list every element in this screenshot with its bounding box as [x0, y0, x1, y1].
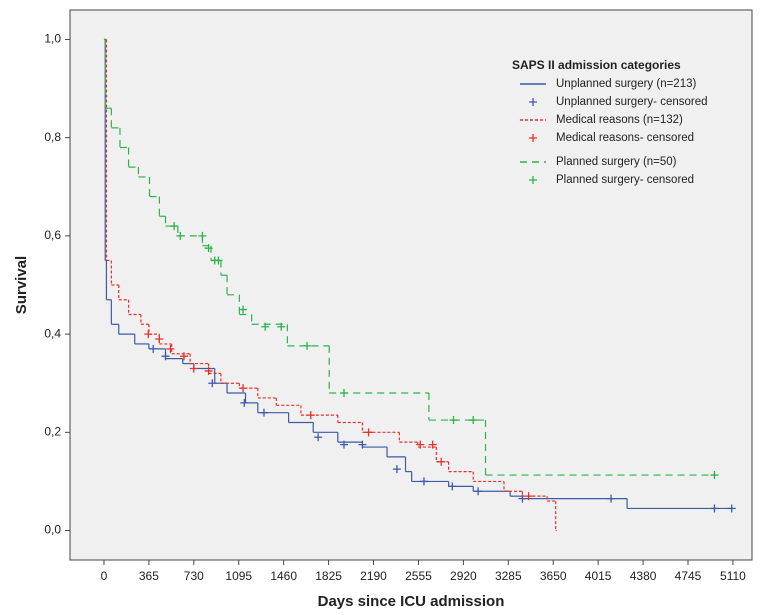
censor-mark [449, 416, 458, 425]
censor-mark [392, 465, 401, 474]
censor-mark [469, 416, 478, 425]
x-tick-label: 3285 [495, 569, 522, 583]
censor-mark [364, 428, 373, 437]
censor-mark [710, 504, 719, 513]
censor-mark [239, 305, 248, 314]
censor-mark [198, 231, 207, 240]
censor-mark [240, 398, 249, 407]
censor-mark [179, 352, 188, 361]
censor-mark [419, 477, 428, 486]
y-tick-label: 0,2 [44, 424, 61, 438]
legend-swatch [529, 98, 537, 106]
legend-title: SAPS II admission categories [512, 58, 681, 72]
y-tick-label: 0,8 [44, 130, 61, 144]
censor-mark [524, 492, 533, 501]
censor-mark [144, 330, 153, 339]
legend-label: Planned surgery (n=50) [556, 156, 677, 168]
legend-label: Planned surgery- censored [556, 174, 694, 186]
censor-mark [170, 222, 179, 231]
censor-mark [176, 231, 185, 240]
y-tick-label: 0,0 [44, 523, 61, 537]
x-tick-label: 2190 [360, 569, 387, 583]
censor-mark [416, 440, 425, 449]
y-tick-label: 0,6 [44, 228, 61, 242]
censor-mark [155, 335, 164, 344]
x-tick-label: 0 [101, 569, 108, 583]
legend-swatch [529, 134, 537, 142]
censor-mark [474, 487, 483, 496]
plot-area [69, 9, 753, 561]
censor-mark [710, 471, 719, 480]
censor-mark [189, 364, 198, 373]
censor-mark [277, 322, 286, 331]
legend-label: Unplanned surgery- censored [556, 96, 708, 108]
censor-mark [261, 322, 270, 331]
censor-mark [208, 379, 217, 388]
x-tick-label: 4380 [630, 569, 657, 583]
legend-swatch [529, 176, 537, 184]
x-tick-label: 2555 [405, 569, 432, 583]
censor-mark [259, 408, 268, 417]
x-tick-label: 4745 [675, 569, 702, 583]
y-tick-label: 1,0 [44, 32, 61, 46]
censor-mark [428, 440, 437, 449]
censor-mark [607, 494, 616, 503]
censor-mark [306, 411, 315, 420]
legend-label: Medical reasons- censored [556, 132, 694, 144]
censor-mark [358, 440, 367, 449]
x-tick-label: 1460 [270, 569, 297, 583]
censor-mark [149, 344, 158, 353]
censor-mark [339, 389, 348, 398]
censor-mark [518, 494, 527, 503]
censor-mark [727, 504, 736, 513]
x-tick-label: 2920 [450, 569, 477, 583]
x-tick-label: 3650 [540, 569, 567, 583]
censor-mark [239, 384, 248, 393]
censor-mark [161, 352, 170, 361]
y-tick-label: 0,4 [44, 326, 61, 340]
legend-label: Unplanned surgery (n=213) [556, 78, 696, 90]
x-tick-label: 5110 [720, 569, 746, 583]
legend-label: Medical reasons (n=132) [556, 114, 683, 126]
censor-mark [448, 482, 457, 491]
censor-mark [204, 244, 213, 253]
censor-mark [214, 256, 223, 265]
x-tick-label: 1825 [315, 569, 342, 583]
censor-mark [204, 366, 213, 375]
censor-mark [339, 440, 348, 449]
x-tick-label: 1095 [225, 569, 252, 583]
censor-mark [437, 457, 446, 466]
y-axis-title: Survival [13, 256, 30, 314]
censor-mark [303, 341, 312, 350]
x-tick-label: 365 [139, 569, 159, 583]
censor-mark [314, 433, 323, 442]
x-tick-label: 4015 [585, 569, 612, 583]
x-axis-title: Days since ICU admission [318, 593, 505, 610]
censor-mark [166, 344, 175, 353]
x-tick-label: 730 [184, 569, 204, 583]
